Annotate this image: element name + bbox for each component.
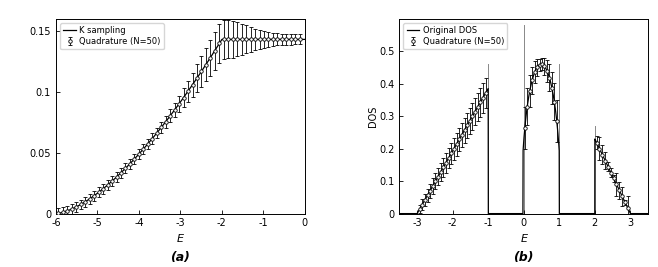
Text: (a): (a) xyxy=(170,251,190,264)
Original DOS xyxy=(438,167,446,171)
K sampling xyxy=(52,212,60,215)
K sampling xyxy=(203,61,211,65)
Line: Original DOS: Original DOS xyxy=(399,64,648,214)
Original DOS xyxy=(613,183,620,186)
K sampling xyxy=(211,50,218,53)
Original DOS xyxy=(640,212,647,215)
Original DOS xyxy=(491,212,499,215)
Original DOS xyxy=(644,212,652,215)
K sampling xyxy=(241,38,249,41)
X-axis label: E: E xyxy=(520,234,527,244)
Original DOS xyxy=(395,212,403,215)
Y-axis label: DOS: DOS xyxy=(368,105,378,127)
K sampling xyxy=(197,71,205,74)
Line: K sampling: K sampling xyxy=(56,40,305,214)
Legend: Original DOS, Quadrature (N=50): Original DOS, Quadrature (N=50) xyxy=(403,23,507,49)
K sampling xyxy=(67,208,75,211)
K sampling xyxy=(266,38,274,41)
Legend: K sampling, Quadrature (N=50): K sampling, Quadrature (N=50) xyxy=(60,23,164,49)
K sampling xyxy=(218,38,226,41)
K sampling xyxy=(301,38,309,41)
Original DOS xyxy=(537,62,545,66)
Text: (b): (b) xyxy=(513,251,534,264)
Original DOS xyxy=(424,193,432,197)
Original DOS xyxy=(501,212,509,215)
X-axis label: E: E xyxy=(177,234,184,244)
